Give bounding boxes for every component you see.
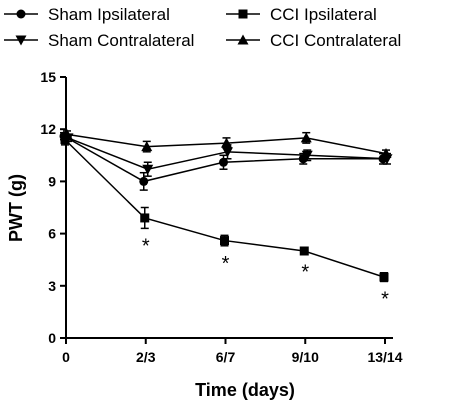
data-point — [219, 157, 228, 167]
legend-marker — [15, 35, 27, 46]
legend-item: Sham Contralateral — [4, 31, 194, 50]
legend-marker — [16, 9, 26, 19]
x-axis-title: Time (days) — [195, 380, 295, 400]
data-point — [301, 150, 313, 161]
data-point — [299, 246, 309, 256]
x-tick-label: 9/10 — [292, 349, 319, 365]
data-point — [380, 148, 392, 159]
legend-item: CCI Contralateral — [226, 31, 401, 50]
y-tick-label: 15 — [40, 69, 56, 85]
data-point — [222, 147, 233, 158]
legend-item: Sham Ipsilateral — [4, 5, 170, 24]
legend-label: Sham Ipsilateral — [48, 5, 170, 24]
data-point — [221, 137, 232, 148]
x-tick-label: 13/14 — [367, 349, 402, 365]
legend: Sham Ipsilateral Sham Contralateral CCI Ip… — [4, 5, 401, 50]
legend-item: CCI Ipsilateral — [226, 5, 377, 24]
data-point — [141, 141, 153, 152]
data-point — [379, 272, 389, 282]
series-cci-ipsilateral — [60, 133, 389, 283]
y-tick-label: 3 — [48, 278, 56, 294]
legend-marker — [238, 9, 248, 19]
significance-asterisk: * — [301, 261, 309, 283]
y-tick-label: 12 — [40, 121, 56, 137]
legend-label: Sham Contralateral — [48, 31, 194, 50]
data-point — [142, 164, 154, 175]
legend-label: CCI Contralateral — [270, 31, 401, 50]
plot-area: * * * * — [59, 128, 393, 310]
data-point — [140, 213, 150, 223]
y-tick-label: 9 — [48, 173, 56, 189]
data-point — [139, 176, 149, 186]
y-tick-label: 0 — [48, 330, 56, 346]
significance-asterisk: * — [381, 288, 389, 310]
y-tick-label: 6 — [48, 226, 56, 242]
data-point — [220, 236, 229, 246]
x-tick-label: 0 — [62, 349, 70, 365]
significance-asterisk: * — [142, 235, 150, 257]
legend-label: CCI Ipsilateral — [270, 5, 377, 24]
series-cci-contralateral — [61, 128, 392, 159]
x-tick-label: 2/3 — [136, 349, 156, 365]
data-point — [60, 135, 70, 145]
significance-asterisk: * — [222, 253, 230, 275]
axes: 0 3 6 9 12 15 0 2/3 6/7 9/10 13/14 — [40, 69, 402, 365]
x-tick-label: 6/7 — [216, 349, 236, 365]
data-point — [61, 128, 73, 139]
y-axis-title: PWT (g) — [6, 174, 26, 242]
legend-marker — [237, 34, 249, 45]
data-point — [300, 132, 312, 143]
